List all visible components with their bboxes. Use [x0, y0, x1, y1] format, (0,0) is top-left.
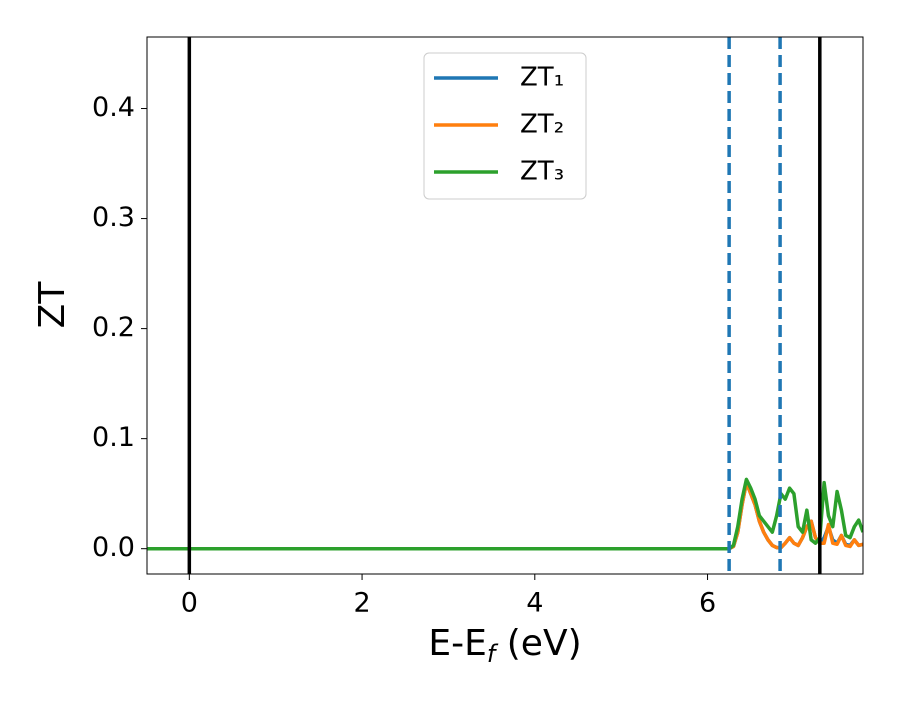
legend-box [423, 52, 587, 200]
series-line [147, 477, 863, 551]
x-tick-label: 6 [699, 588, 716, 619]
plot-frame [146, 36, 864, 575]
x-tick-label: 4 [526, 588, 543, 619]
y-tick-label: 0.1 [92, 422, 135, 453]
x-label-part: E-E [428, 623, 486, 664]
series-line [147, 480, 863, 551]
series-line [147, 480, 863, 551]
plot-area [147, 37, 863, 574]
y-tick-label: 0.0 [92, 532, 135, 563]
y-tick-label: 0.2 [92, 312, 135, 343]
y-axis-label: ZT [32, 281, 73, 329]
x-tick-label: 2 [353, 588, 370, 619]
legend-label: ZT₁ [520, 63, 564, 93]
x-label-part: (eV) [495, 623, 581, 664]
legend-label: ZT₂ [520, 110, 564, 140]
y-tick-label: 0.3 [92, 202, 135, 233]
x-tick-label: 0 [181, 588, 198, 619]
y-tick-label: 0.4 [92, 92, 135, 123]
legend-label: ZT₃ [520, 157, 564, 187]
x-axis-label: E-Ef (eV) [428, 623, 581, 668]
